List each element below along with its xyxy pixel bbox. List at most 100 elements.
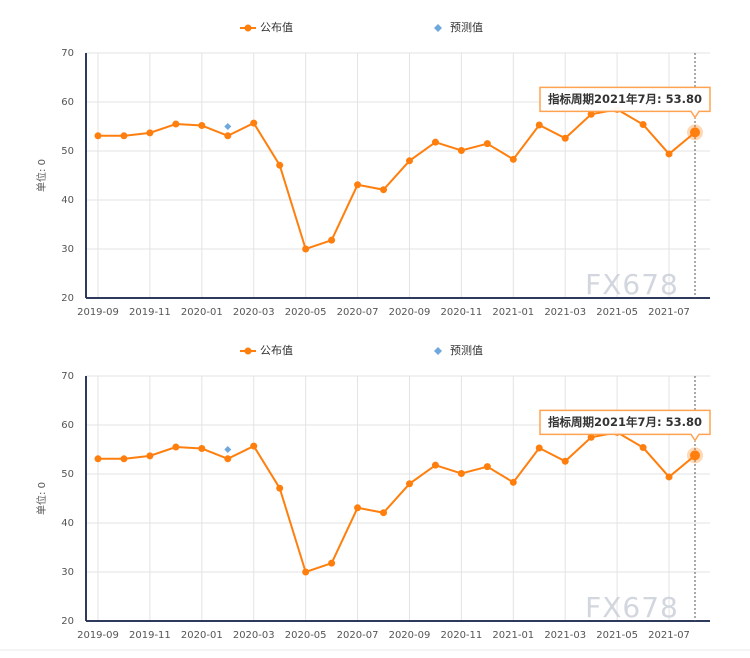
x-tick-label: 2020-11 [440, 630, 482, 641]
data-point [250, 119, 258, 127]
data-point [483, 140, 491, 148]
y-tick-label: 20 [61, 616, 74, 627]
data-point [665, 473, 673, 481]
data-point [587, 110, 595, 118]
series-line [98, 108, 696, 251]
data-point [146, 129, 154, 137]
y-tick-label: 50 [61, 469, 74, 480]
data-point [483, 463, 491, 471]
data-point [354, 181, 362, 189]
x-tick-label: 2020-09 [389, 630, 431, 641]
tooltip-box [539, 86, 711, 119]
data-point [328, 559, 336, 567]
data-point [535, 444, 543, 452]
y-tick-label: 30 [61, 244, 74, 255]
watermark: FX678 [585, 268, 679, 301]
x-tick-label: 2021-01 [492, 307, 534, 318]
x-tick-label: 2020-01 [181, 630, 223, 641]
series-line [98, 431, 696, 574]
y-tick-label: 60 [61, 97, 74, 108]
x-tick-label: 2020-11 [440, 307, 482, 318]
y-tick-label: 70 [61, 371, 74, 382]
y-tick-label: 50 [61, 146, 74, 157]
data-point [94, 132, 102, 140]
data-point [354, 504, 362, 512]
data-point [665, 150, 673, 158]
y-tick-label: 40 [61, 518, 74, 529]
data-point [146, 452, 154, 460]
legend-label: 公布值 [260, 344, 293, 357]
x-tick-label: 2020-07 [337, 630, 379, 641]
data-point [405, 480, 413, 488]
data-point [431, 138, 439, 146]
x-tick-label: 2020-07 [337, 307, 379, 318]
data-point [561, 134, 569, 142]
tooltip-box [539, 409, 711, 442]
x-tick-label: 2019-09 [77, 630, 119, 641]
data-point [690, 450, 700, 461]
data-point [509, 155, 517, 163]
data-point [198, 445, 206, 453]
data-point [224, 455, 232, 463]
x-tick-label: 2021-03 [544, 630, 586, 641]
data-point [587, 433, 595, 441]
x-tick-label: 2021-01 [492, 630, 534, 641]
tooltip-text: 指标周期2021年7月: 53.80 [548, 415, 702, 429]
x-tick-label: 2019-11 [129, 307, 171, 318]
data-point [328, 236, 336, 244]
legend-marker [244, 347, 252, 355]
legend-label: 公布值 [260, 21, 293, 34]
data-point [94, 455, 102, 463]
data-point [120, 132, 128, 140]
data-point [431, 461, 439, 469]
data-point [380, 509, 388, 517]
x-tick-label: 2020-09 [389, 307, 431, 318]
x-tick-label: 2019-09 [77, 307, 119, 318]
x-tick-label: 2021-03 [544, 307, 586, 318]
data-point [639, 121, 647, 129]
data-point [224, 132, 232, 140]
x-tick-label: 2020-05 [285, 307, 327, 318]
data-point [172, 443, 180, 451]
data-point [457, 147, 465, 155]
y-tick-label: 40 [61, 195, 74, 206]
data-point [276, 161, 284, 169]
y-axis-label: 单位: 0 [35, 159, 48, 192]
data-point [405, 157, 413, 165]
y-tick-label: 60 [61, 420, 74, 431]
x-tick-label: 2019-11 [129, 630, 171, 641]
x-tick-label: 2020-03 [233, 307, 275, 318]
x-tick-label: 2020-03 [233, 630, 275, 641]
tooltip-text: 指标周期2021年7月: 53.80 [548, 92, 702, 106]
data-point [457, 470, 465, 478]
data-point [561, 457, 569, 465]
legend-marker [434, 24, 442, 32]
legend-marker [434, 347, 442, 355]
data-point [276, 484, 284, 492]
data-point [250, 442, 258, 450]
data-point [302, 245, 310, 253]
x-tick-label: 2021-07 [648, 630, 690, 641]
data-point [380, 186, 388, 194]
y-tick-label: 30 [61, 567, 74, 578]
legend-label: 预测值 [450, 344, 483, 357]
data-point [302, 568, 310, 576]
legend-label: 预测值 [450, 21, 483, 34]
x-tick-label: 2021-07 [648, 307, 690, 318]
data-point [172, 120, 180, 128]
data-point [509, 478, 517, 486]
x-tick-label: 2021-05 [596, 307, 638, 318]
x-tick-label: 2020-05 [285, 630, 327, 641]
data-point [690, 127, 700, 138]
data-point [198, 122, 206, 130]
data-point [224, 446, 232, 453]
legend-marker [244, 24, 252, 32]
data-point [535, 121, 543, 129]
data-point [120, 455, 128, 463]
x-tick-label: 2020-01 [181, 307, 223, 318]
watermark: FX678 [585, 591, 679, 624]
y-axis-label: 单位: 0 [35, 482, 48, 515]
x-tick-label: 2021-05 [596, 630, 638, 641]
y-tick-label: 70 [61, 48, 74, 59]
